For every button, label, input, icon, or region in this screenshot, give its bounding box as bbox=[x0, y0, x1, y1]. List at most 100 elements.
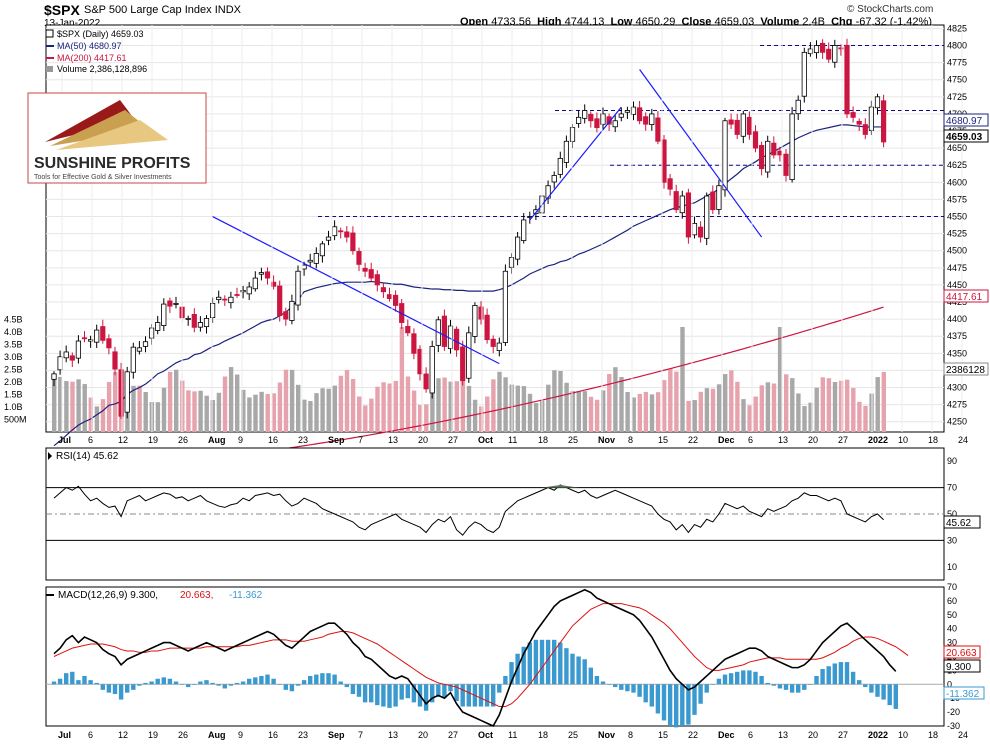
macd-x-tick: 18 bbox=[928, 730, 938, 740]
macd-histogram-bar bbox=[887, 684, 892, 706]
candle-down bbox=[453, 328, 460, 351]
volume-bar bbox=[174, 369, 179, 432]
volume-bar bbox=[576, 391, 581, 432]
macd-histogram-bar bbox=[411, 684, 417, 703]
macd-histogram-bar bbox=[70, 671, 75, 685]
badges: 4680.97 4659.03 4417.61 2386128 45.62 20… bbox=[943, 113, 989, 700]
candle-up bbox=[289, 300, 295, 321]
candle-up bbox=[600, 113, 606, 125]
macd-histogram-bar bbox=[448, 684, 453, 692]
macd-histogram-bar bbox=[741, 670, 746, 685]
logo: SUNSHINE PROFITS Tools for Effective Gol… bbox=[27, 92, 207, 184]
macd-histogram-bar bbox=[869, 684, 874, 693]
macd-histogram-bar bbox=[198, 681, 203, 685]
macd-histogram-bar bbox=[350, 684, 356, 695]
candle-down bbox=[441, 315, 448, 347]
macd-x-tick: Sep bbox=[328, 730, 345, 740]
macd-histogram-bar bbox=[112, 684, 118, 695]
volume-bar bbox=[637, 393, 642, 432]
macd-histogram-bar bbox=[423, 684, 429, 711]
volume-bar bbox=[113, 371, 118, 432]
candle-up bbox=[515, 236, 521, 260]
volume-tick: 500M bbox=[4, 415, 27, 425]
volume-bar bbox=[332, 385, 337, 432]
volume-bar bbox=[216, 392, 222, 432]
volume-bar bbox=[729, 370, 734, 432]
price-legend: $SPX (Daily) 4659.03 MA(50) 4680.97 MA(2… bbox=[45, 29, 147, 74]
macd-x-tick: 12 bbox=[118, 730, 128, 740]
macd-x-tick: Aug bbox=[208, 730, 226, 740]
volume-badge-box bbox=[943, 362, 989, 376]
macd-x-tick: 25 bbox=[568, 730, 578, 740]
volume-bar bbox=[314, 393, 319, 432]
candle-up bbox=[630, 106, 637, 115]
candle-up bbox=[209, 303, 216, 318]
rsi-overbought-fill bbox=[542, 484, 579, 488]
ma200-badge-box bbox=[943, 289, 989, 303]
volume-bar bbox=[186, 390, 191, 432]
price-legend-swatch bbox=[45, 29, 54, 38]
volume-bar bbox=[588, 396, 594, 432]
volume-bar bbox=[344, 369, 350, 432]
macd-histogram-bar bbox=[118, 684, 124, 700]
volume-bar bbox=[235, 374, 240, 432]
volume-bar bbox=[814, 387, 819, 432]
volume-tick: 1.5B bbox=[4, 390, 23, 400]
candle-up bbox=[801, 51, 807, 97]
volume-bar bbox=[479, 406, 484, 432]
price-x-tick: 26 bbox=[178, 435, 188, 445]
volume-bar bbox=[832, 381, 838, 432]
volume-bar bbox=[442, 377, 447, 432]
price-tick: 4500 bbox=[947, 246, 967, 256]
macd-x-tick: 27 bbox=[838, 730, 848, 740]
candle-up bbox=[466, 332, 472, 379]
rsi-line bbox=[53, 484, 884, 536]
macd-histogram-bar bbox=[234, 682, 240, 685]
candle-down bbox=[606, 116, 612, 125]
macd-x-tick: 7 bbox=[358, 730, 363, 740]
macd-histogram-bar bbox=[771, 684, 776, 686]
macd-histogram-bar bbox=[369, 684, 374, 703]
volume-tick: 4.0B bbox=[4, 327, 23, 337]
volume-bar bbox=[613, 367, 618, 432]
candle-down bbox=[856, 120, 862, 125]
macd-histogram-bar bbox=[826, 666, 831, 685]
macd-histogram-bar bbox=[564, 648, 569, 685]
volume-bar bbox=[454, 381, 459, 432]
price-x-tick: 11 bbox=[508, 435, 517, 445]
volume-bar bbox=[369, 398, 374, 432]
macd-histogram-bar bbox=[832, 663, 837, 685]
macd-histogram-bar bbox=[247, 678, 252, 685]
price-x-tick: 18 bbox=[928, 435, 938, 445]
rsi-tick: 50 bbox=[947, 509, 957, 519]
candle-down bbox=[710, 191, 716, 211]
volume-bar bbox=[198, 390, 203, 432]
volume-bar bbox=[375, 386, 380, 432]
volume-bar bbox=[411, 390, 417, 432]
candle-up bbox=[240, 290, 246, 293]
price-frame bbox=[45, 24, 945, 433]
macd-x-tick: 13 bbox=[388, 730, 398, 740]
volume-bar bbox=[485, 396, 490, 432]
candle-up bbox=[502, 270, 509, 343]
candle-up bbox=[649, 113, 655, 125]
macd-histogram-bar bbox=[430, 684, 435, 703]
price-x-tick: 6 bbox=[88, 435, 93, 445]
close-badge-box bbox=[943, 129, 989, 143]
volume-bar bbox=[106, 381, 112, 432]
macd-histogram-bar bbox=[875, 684, 880, 697]
candle-up bbox=[795, 99, 801, 115]
macd-histogram-bar bbox=[619, 684, 624, 690]
volume-bar bbox=[863, 405, 868, 432]
logo-title: SUNSHINE PROFITS bbox=[34, 155, 191, 172]
macd-tick: -30 bbox=[947, 721, 960, 731]
volume-bar bbox=[405, 376, 411, 432]
macd-histogram-bar bbox=[253, 677, 258, 685]
macd-histogram-bar bbox=[173, 681, 179, 685]
price-tick: 4525 bbox=[947, 229, 967, 239]
price-x-tick: 22 bbox=[688, 435, 698, 445]
macd-histogram-bar bbox=[613, 684, 618, 688]
macd-histogram-bar bbox=[686, 684, 691, 725]
candle-down bbox=[405, 325, 411, 334]
candle-up bbox=[765, 140, 771, 173]
